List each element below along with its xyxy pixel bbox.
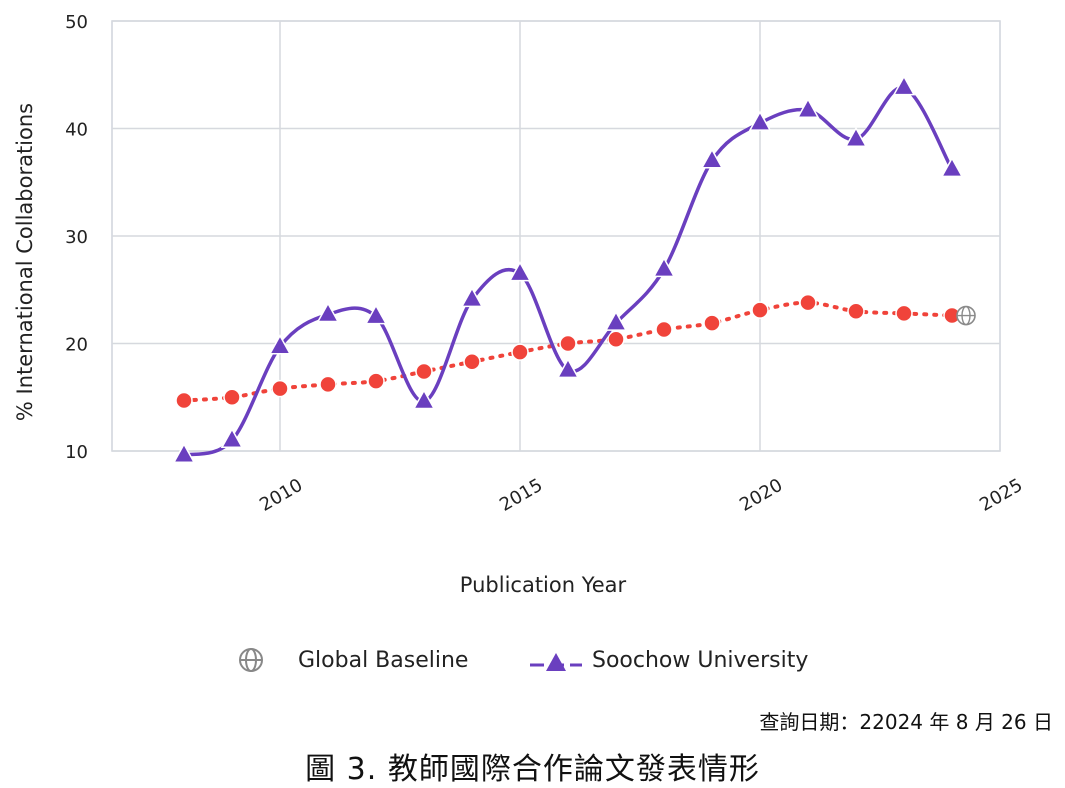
data-point-global-baseline bbox=[511, 343, 529, 361]
data-point-soochow-university bbox=[892, 75, 916, 96]
chart-svg: 10 20 30 40 50 2010 2015 2020 2025 Publication Y… bbox=[13, 12, 1026, 597]
data-point-soochow-university bbox=[172, 442, 196, 464]
data-point-global-baseline bbox=[271, 379, 289, 398]
y-axis-label: % International Collaborations bbox=[13, 103, 37, 421]
data-point-global-baseline bbox=[367, 372, 385, 390]
legend: Global Baseline Soochow University bbox=[0, 640, 1065, 680]
data-point-global-baseline bbox=[703, 314, 721, 332]
data-point-global-baseline bbox=[175, 391, 193, 410]
x-tick-label: 2015 bbox=[496, 475, 546, 516]
data-point-global-baseline bbox=[463, 353, 481, 371]
x-tick-label: 2025 bbox=[976, 475, 1026, 516]
data-point-global-baseline bbox=[415, 362, 433, 381]
data-point-soochow-university bbox=[604, 310, 628, 331]
data-point-global-baseline bbox=[751, 301, 769, 319]
figure-caption: 圖 3. 教師國際合作論文發表情形 bbox=[305, 752, 760, 787]
data-point-soochow-university bbox=[748, 110, 772, 131]
grid bbox=[111, 20, 1001, 452]
axes: 10 20 30 40 50 2010 2015 2020 2025 bbox=[65, 12, 1026, 516]
data-point-global-baseline bbox=[319, 375, 337, 394]
data-point-global-baseline bbox=[223, 388, 241, 406]
data-point-soochow-university bbox=[460, 286, 484, 308]
series-line-soochow-university bbox=[183, 85, 954, 458]
data-point-soochow-university bbox=[316, 301, 340, 323]
x-axis-label: Publication Year bbox=[460, 573, 627, 597]
data-point-soochow-university bbox=[940, 156, 964, 178]
x-tick-label: 2010 bbox=[256, 475, 306, 516]
data-point-soochow-university bbox=[796, 97, 820, 118]
data-point-soochow-university bbox=[508, 261, 532, 282]
data-point-global-baseline bbox=[847, 302, 865, 320]
globe-icon bbox=[956, 305, 976, 326]
data-point-global-baseline bbox=[895, 304, 913, 323]
y-tick-label: 10 bbox=[65, 442, 88, 463]
data-point-soochow-university bbox=[412, 389, 436, 410]
legend-label-global-baseline: Global Baseline bbox=[298, 647, 469, 673]
globe-icon bbox=[236, 645, 266, 675]
triangle-line-icon bbox=[530, 645, 582, 675]
x-tick-label: 2020 bbox=[736, 475, 786, 516]
data-point-soochow-university bbox=[556, 357, 580, 379]
data-point-global-baseline bbox=[607, 330, 625, 348]
legend-label-soochow-university: Soochow University bbox=[592, 647, 809, 673]
data-point-soochow-university bbox=[364, 304, 388, 325]
y-tick-label: 50 bbox=[65, 12, 88, 33]
data-point-soochow-university bbox=[220, 427, 244, 448]
y-tick-label: 20 bbox=[65, 335, 88, 356]
data-point-soochow-university bbox=[652, 256, 676, 278]
data-point-global-baseline bbox=[655, 320, 673, 339]
legend-item-soochow-university[interactable]: Soochow University bbox=[530, 640, 808, 680]
data-point-soochow-university bbox=[844, 126, 868, 147]
data-point-global-baseline bbox=[559, 334, 577, 353]
data-point-soochow-university bbox=[700, 148, 724, 169]
series bbox=[172, 75, 976, 464]
y-tick-label: 30 bbox=[65, 227, 88, 248]
data-point-global-baseline bbox=[799, 293, 817, 312]
data-point-soochow-university bbox=[268, 334, 292, 355]
query-date: 查詢日期：22024 年 8 月 26 日 bbox=[759, 710, 1053, 734]
y-tick-label: 40 bbox=[65, 120, 88, 141]
legend-item-global-baseline[interactable]: Global Baseline bbox=[236, 640, 468, 680]
